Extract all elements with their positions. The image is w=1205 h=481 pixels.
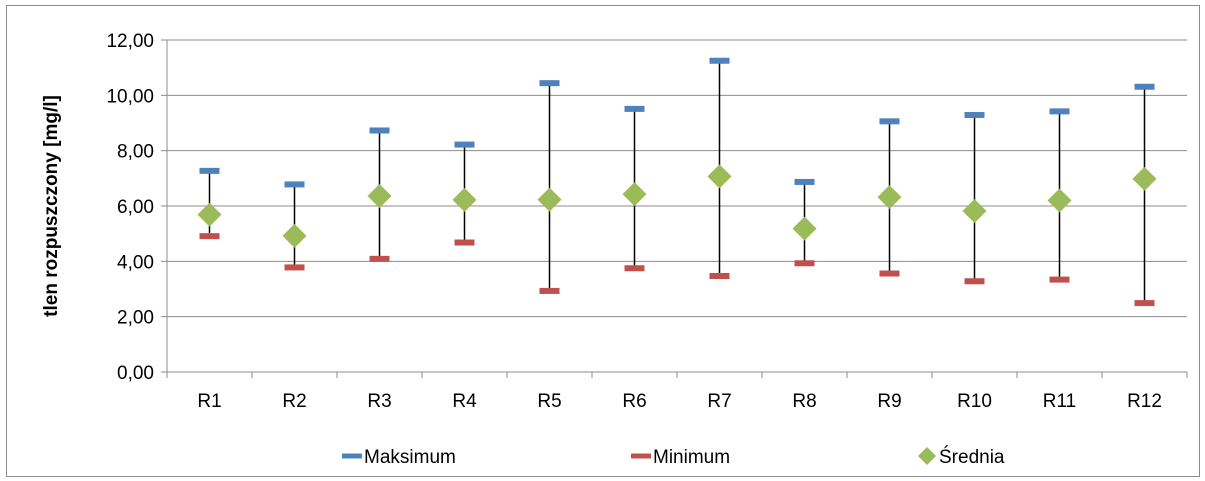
mean-marker [452, 187, 477, 212]
min-marker [964, 278, 985, 285]
mean-marker [622, 182, 647, 207]
mean-marker [367, 184, 392, 209]
min-marker [624, 265, 645, 272]
legend-label: Średnia [939, 446, 1005, 468]
gridlines [167, 39, 1187, 318]
max-marker [624, 105, 645, 112]
y-tick-label: 0,00 [117, 363, 154, 384]
max-marker [284, 181, 305, 188]
max-marker [1134, 83, 1155, 90]
x-tick-label: R1 [197, 391, 221, 412]
mean-marker [1047, 188, 1072, 213]
x-tick-label: R4 [452, 391, 477, 412]
max-marker [964, 111, 985, 118]
min-marker [539, 287, 560, 294]
x-tick-label: R7 [707, 391, 731, 412]
max-marker [454, 141, 475, 148]
data-marks [197, 57, 1157, 307]
mean-marker [1132, 166, 1157, 191]
axes [161, 39, 1188, 378]
x-tick-label: R8 [792, 391, 816, 412]
legend-label: Minimum [653, 447, 730, 468]
max-marker [539, 80, 560, 87]
y-tick-label: 10,00 [106, 86, 154, 107]
min-marker [369, 255, 390, 262]
max-marker [794, 178, 815, 185]
mean-marker [792, 216, 817, 241]
max-marker [879, 118, 900, 125]
x-tick-label: R3 [367, 391, 391, 412]
min-marker [199, 233, 220, 240]
mean-marker [537, 187, 562, 212]
chart-frame [6, 5, 1200, 477]
legend-symbol [631, 453, 651, 459]
min-marker [794, 260, 815, 267]
legend-item: Maksimum [342, 447, 456, 468]
legend-symbol [342, 453, 362, 459]
x-tick-label: R10 [957, 391, 992, 412]
x-tick-labels: R1 R2 R3 R4 R5 R6 R7 R8 R9 R10 R11 R12 [197, 391, 1162, 412]
mean-marker [707, 164, 732, 189]
y-tick-label: 12,00 [106, 31, 154, 52]
min-marker [709, 272, 730, 279]
mean-marker [282, 223, 307, 248]
max-marker [369, 127, 390, 134]
x-tick-label: R6 [622, 391, 646, 412]
y-tick-label: 8,00 [117, 142, 154, 163]
legend-label: Maksimum [364, 447, 456, 468]
y-tick-label: 4,00 [117, 252, 154, 273]
x-tick-label: R12 [1127, 391, 1162, 412]
y-tick-label: 2,00 [117, 308, 154, 329]
x-tick-label: R2 [282, 391, 306, 412]
legend-item: Minimum [631, 447, 730, 468]
min-marker [1134, 300, 1155, 307]
y-tick-labels: 0,00 2,00 4,00 6,00 8,00 10,00 12,00 [106, 31, 154, 384]
mean-marker [197, 202, 222, 227]
min-marker [879, 270, 900, 277]
max-marker [199, 167, 220, 174]
min-marker [284, 264, 305, 271]
max-marker [709, 57, 730, 64]
legend-item: Średnia [918, 446, 1005, 468]
y-tick-label: 6,00 [117, 197, 154, 218]
max-marker [1049, 108, 1070, 115]
min-marker [454, 239, 475, 246]
mean-marker [962, 198, 987, 223]
x-tick-label: R5 [537, 391, 561, 412]
mean-marker [877, 185, 902, 210]
legend: Maksimum Minimum Średnia [342, 446, 1005, 468]
x-tick-label: R9 [877, 391, 901, 412]
range-lines [208, 60, 1146, 304]
min-marker [1049, 276, 1070, 283]
y-axis-title: tlen rozpuszczony [mg/l] [41, 95, 62, 317]
legend-symbol [918, 447, 936, 465]
x-tick-label: R11 [1043, 391, 1076, 412]
